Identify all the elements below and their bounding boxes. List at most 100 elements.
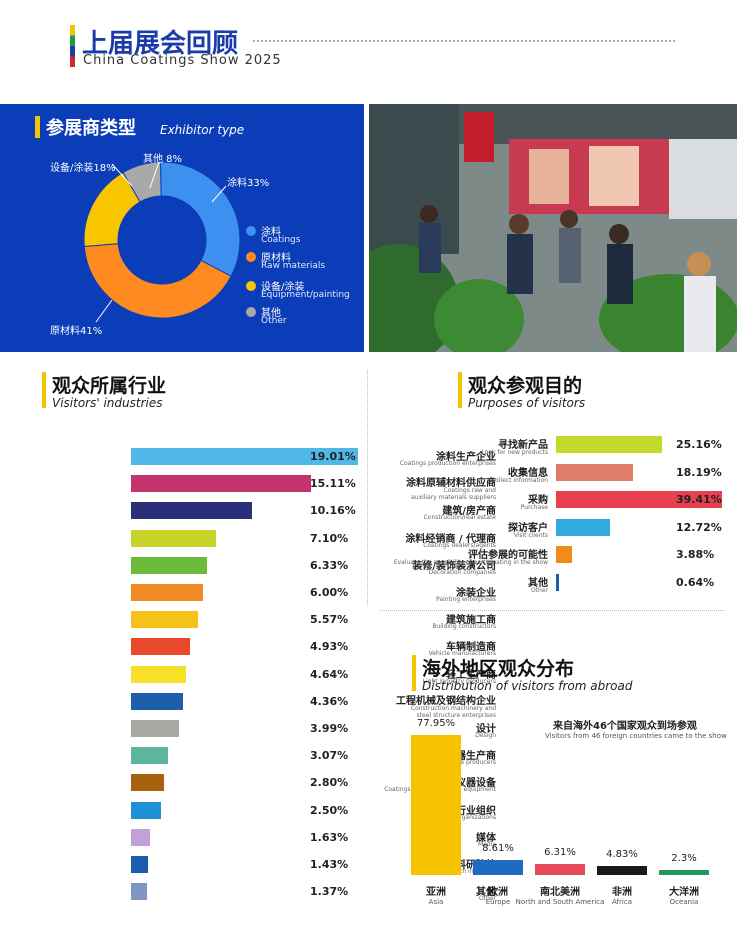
legend-label-en: Coatings	[261, 235, 301, 245]
donut-label-other: 其他 8%	[143, 154, 183, 165]
region-label-en: North and South America	[515, 898, 605, 906]
industry-label: 木器生产商	[446, 751, 496, 762]
region-percent: 77.95%	[416, 718, 456, 729]
purpose-label-en: Purchase	[520, 504, 548, 511]
industry-label: 涂装企业	[456, 588, 496, 599]
purpose-bar	[556, 519, 610, 536]
industry-percent: 19.01%	[310, 450, 356, 463]
industries-title-accent	[42, 372, 46, 408]
section-divider-vertical	[367, 370, 368, 605]
purpose-percent: 12.72%	[676, 521, 722, 534]
industry-label: 工程机械及钢结构企业	[396, 696, 496, 707]
industry-percent: 6.00%	[310, 586, 349, 599]
legend-dot-2	[246, 281, 256, 291]
abroad-title-en: Distribution of visitors from abroad	[422, 679, 633, 693]
industry-label: 其他	[476, 887, 496, 898]
exhibitor-title-accent	[35, 116, 40, 138]
donut-label-equipment: 设备/涂装18%	[50, 163, 116, 174]
region-label: 欧洲	[488, 887, 508, 898]
abroad-title-accent	[412, 655, 416, 691]
purpose-percent: 3.88%	[676, 548, 715, 561]
region-bar	[411, 735, 461, 875]
legend-label: 其他	[261, 308, 281, 319]
region-percent: 4.83%	[606, 849, 638, 860]
industries-title: 观众所属行业	[52, 375, 167, 397]
industries-title-en: Visitors' industries	[52, 396, 163, 410]
purpose-label: 收集信息	[508, 468, 548, 479]
purposes-title-en: Purposes of visitors	[468, 396, 586, 410]
industry-label: 涂料经销商 / 代理商	[405, 534, 496, 545]
industry-percent: 4.36%	[310, 695, 349, 708]
industry-label: 行业组织	[456, 806, 496, 817]
industry-bar	[131, 530, 216, 547]
legend-label: 原材料	[261, 253, 291, 264]
industry-percent: 1.43%	[310, 858, 349, 871]
industry-label-en: Vehicle manufacturers	[428, 650, 496, 657]
purpose-percent: 18.19%	[676, 466, 722, 479]
industry-percent: 3.07%	[310, 749, 349, 762]
region-bar	[659, 870, 709, 875]
header-accent-bar	[70, 25, 75, 67]
purpose-label-en: Evaluate the possibility of participatin…	[393, 559, 548, 566]
page-title: 上届展会回顾	[82, 29, 239, 59]
purpose-label: 寻找新产品	[498, 440, 548, 451]
region-label: 亚洲	[426, 887, 446, 898]
industry-label: 车辆制造商	[446, 642, 496, 653]
purpose-label-en: Visit clients	[513, 532, 548, 539]
legend-label-en: Equipment/painting	[261, 290, 350, 300]
region-label-en: Oceania	[669, 898, 699, 906]
industry-bar	[131, 611, 198, 628]
industry-bar	[131, 666, 186, 683]
donut-label-coatings: 涂料33%	[227, 178, 270, 189]
exhibitor-title-en: Exhibitor type	[160, 123, 245, 137]
purpose-bar	[556, 574, 559, 591]
header-divider	[253, 40, 675, 42]
purpose-label-en: Look for new products	[481, 449, 548, 456]
region-label: 非洲	[612, 887, 632, 898]
industry-bar	[131, 856, 148, 873]
industry-bar	[131, 584, 203, 601]
legend-dot-0	[246, 226, 256, 236]
industry-percent: 4.64%	[310, 668, 349, 681]
industry-bar	[131, 829, 150, 846]
region-label-en: Africa	[612, 898, 632, 906]
section-divider-horizontal	[380, 610, 725, 611]
industry-label: 涂料原辅材料供应商	[406, 478, 496, 489]
region-percent: 2.3%	[671, 853, 697, 864]
legend-label: 涂料	[261, 227, 281, 238]
industry-percent: 1.63%	[310, 831, 349, 844]
exhibitor-title: 参展商类型	[46, 118, 136, 139]
industry-label-en: Decoration companies	[428, 569, 496, 576]
purpose-bar	[556, 546, 572, 563]
legend-label: 设备/涂装	[261, 282, 305, 293]
industry-label-en: Design	[475, 732, 496, 739]
industry-percent: 2.50%	[310, 804, 349, 817]
donut-slice-raw-materials	[83, 243, 232, 319]
legend-dot-1	[246, 252, 256, 262]
industry-percent: 10.16%	[310, 504, 356, 517]
purpose-bar	[556, 436, 662, 453]
region-label-en: Asia	[428, 898, 444, 906]
purposes-title: 观众参观目的	[468, 375, 583, 397]
industry-bar	[131, 883, 147, 900]
industry-bar	[131, 557, 207, 574]
purpose-label: 评估参展的可能性	[468, 550, 548, 561]
industry-percent: 6.33%	[310, 559, 349, 572]
industry-label-en: Coatings dealers/agents	[423, 542, 496, 549]
industry-label: 装修/装饰装潢公司	[412, 561, 496, 572]
exhibitor-donut-chart	[83, 161, 241, 319]
region-label-en: Europe	[485, 898, 511, 906]
industry-label: 建筑施工商	[446, 615, 496, 626]
industry-percent: 4.93%	[310, 640, 349, 653]
industry-bar	[131, 502, 252, 519]
industry-bar	[131, 720, 179, 737]
purpose-label: 其他	[528, 578, 548, 589]
industry-percent: 1.37%	[310, 885, 349, 898]
purpose-percent: 39.41%	[676, 493, 722, 506]
industry-bar	[131, 747, 168, 764]
region-bar	[473, 860, 523, 875]
industry-label-en: Other	[478, 895, 496, 902]
abroad-note-en: Visitors from 46 foreign countries came …	[545, 732, 727, 740]
industry-label: 涂料仪器设备	[436, 778, 496, 789]
industry-bar	[131, 448, 358, 465]
